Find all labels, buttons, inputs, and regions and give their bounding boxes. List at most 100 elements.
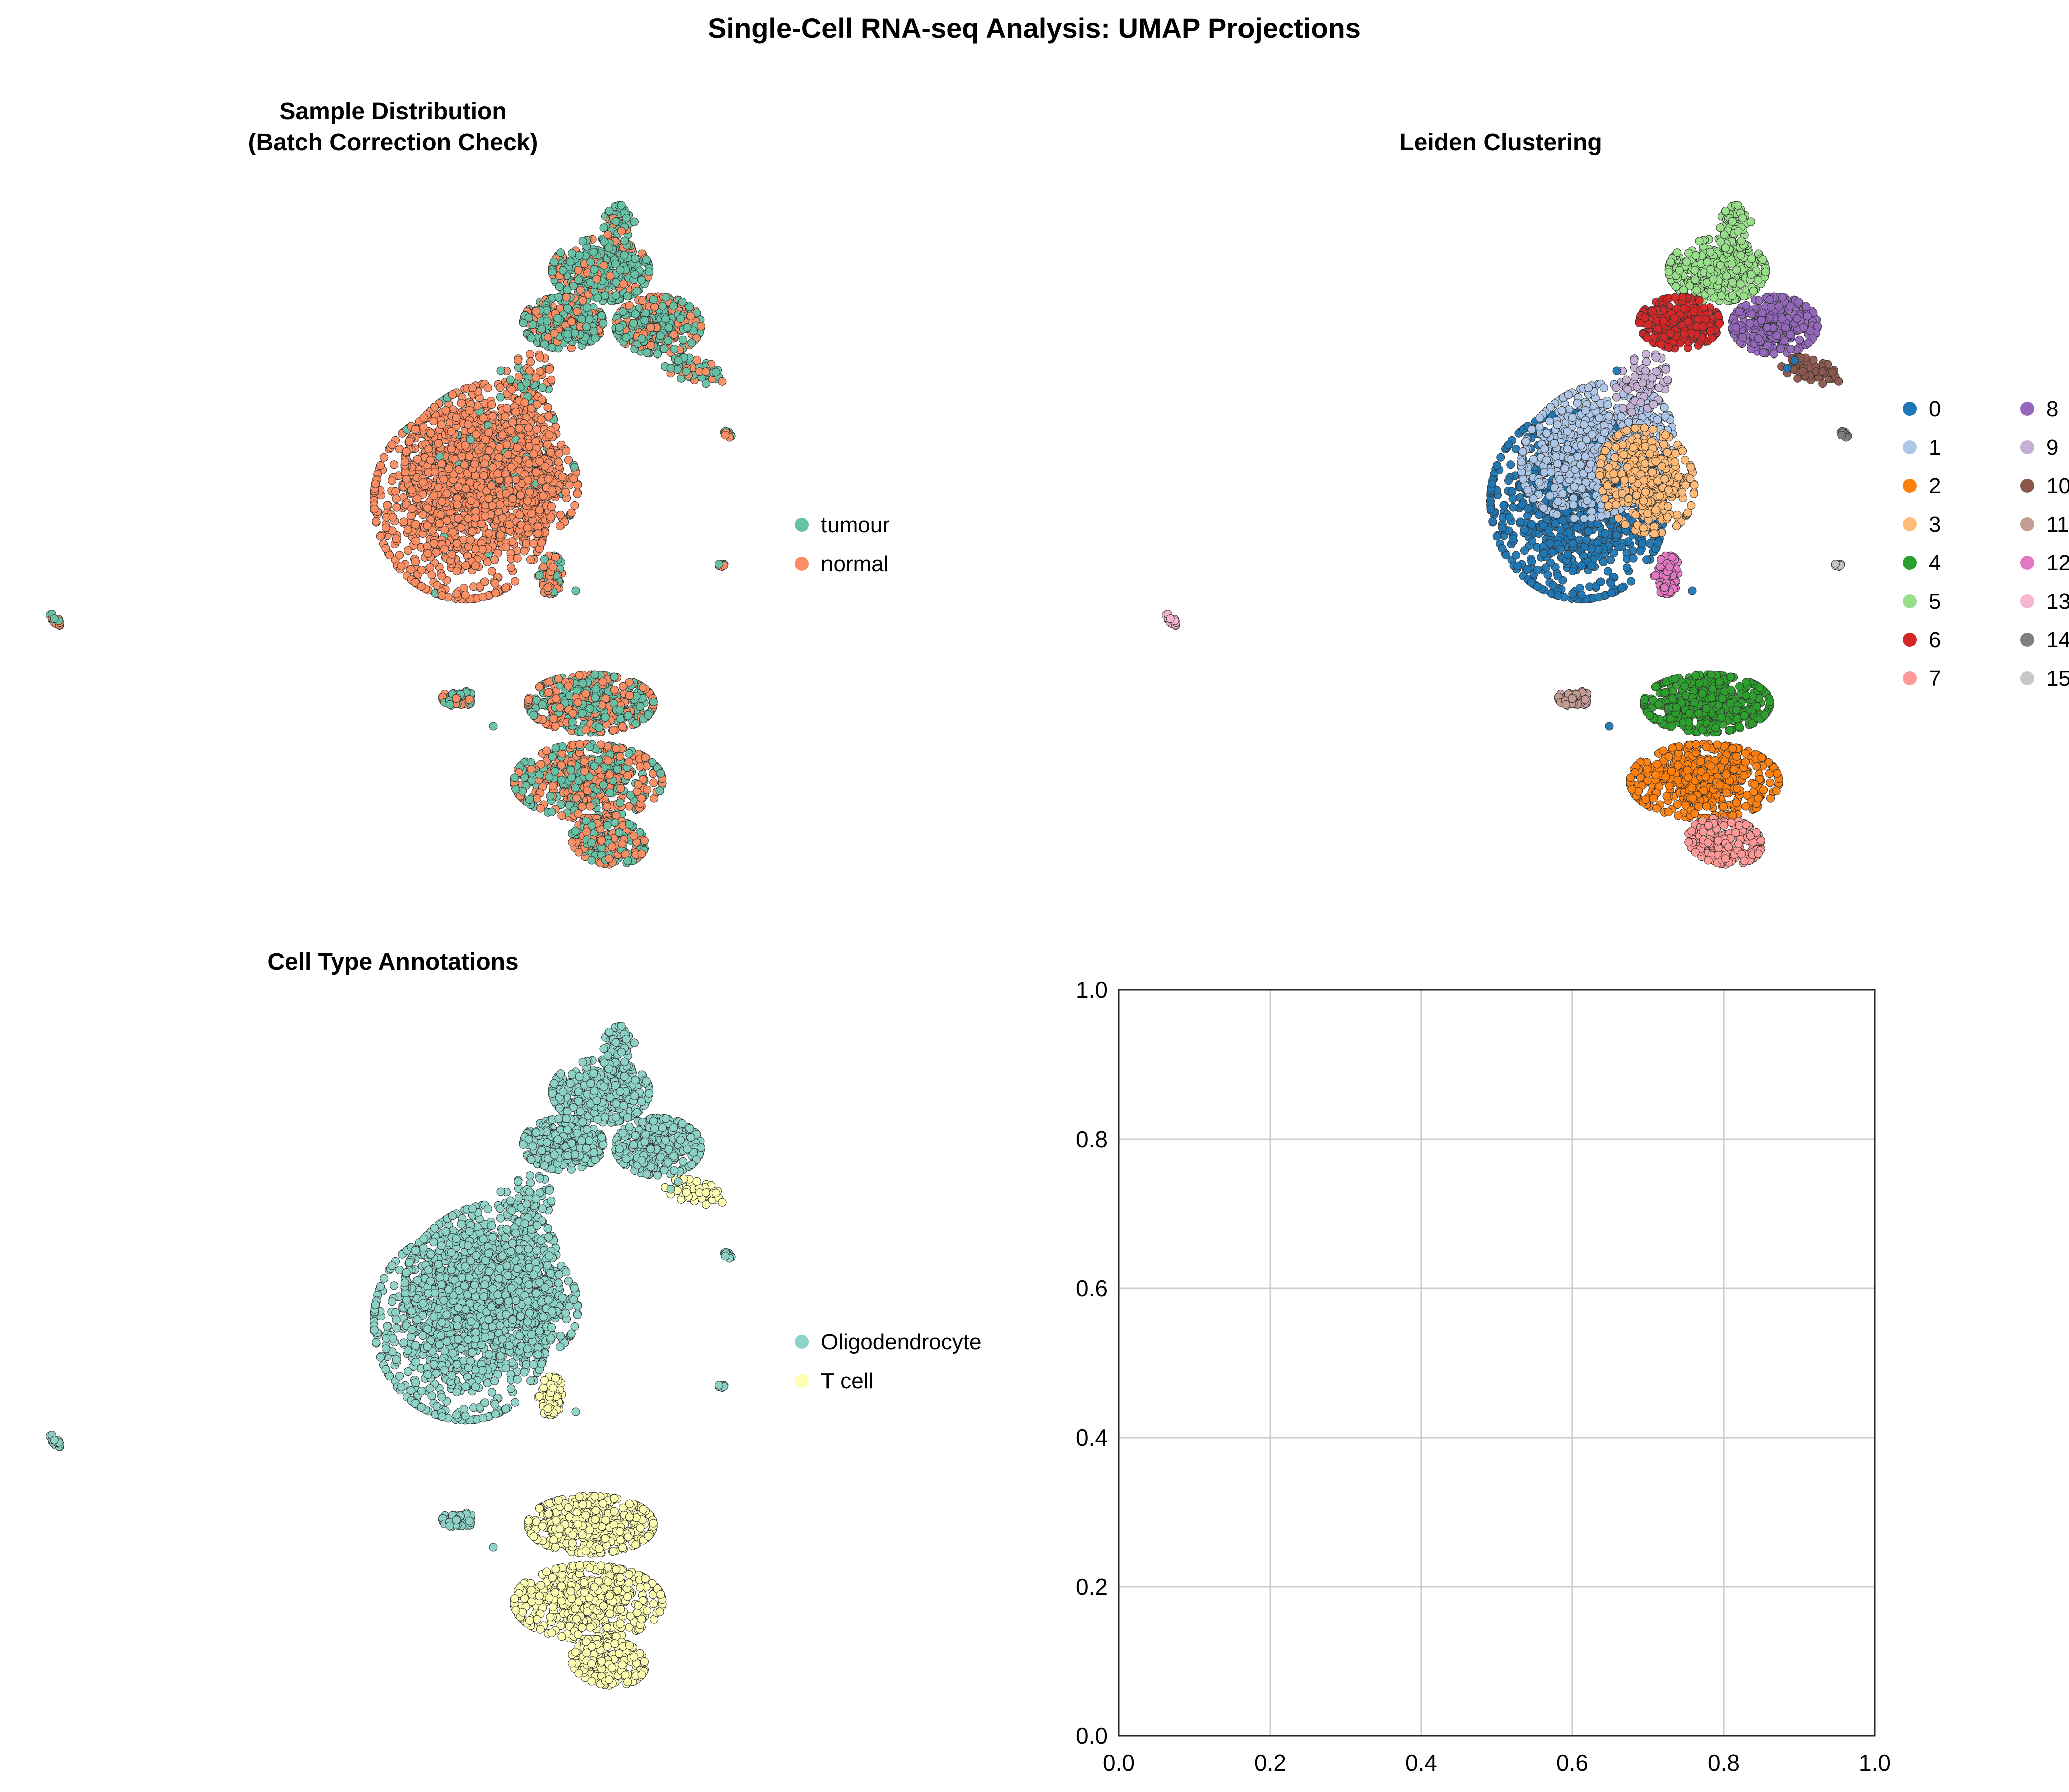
cell-point xyxy=(496,530,505,539)
cell-point xyxy=(514,372,523,381)
cell-point xyxy=(599,223,608,232)
cell-point xyxy=(471,513,480,522)
cell-point xyxy=(430,403,439,412)
cell-point xyxy=(423,521,432,530)
cell-point xyxy=(636,702,645,711)
cell-point xyxy=(426,429,435,438)
cell-point xyxy=(543,403,552,412)
cell-point xyxy=(524,695,533,704)
cell-point xyxy=(511,785,520,794)
cell-point xyxy=(604,243,613,252)
cell-point xyxy=(376,461,385,470)
cell-point xyxy=(502,404,511,413)
cell-point xyxy=(625,301,634,310)
cell-point xyxy=(566,257,575,266)
cell-point xyxy=(544,475,553,483)
cell-point xyxy=(609,726,618,735)
cell-point xyxy=(1509,503,1518,512)
cell-point xyxy=(1542,563,1551,572)
cell-point xyxy=(634,780,643,789)
cell-point xyxy=(381,544,390,553)
cell-point xyxy=(488,412,497,421)
cell-point xyxy=(429,491,438,500)
cell-point xyxy=(400,457,409,466)
cell-point xyxy=(556,248,565,257)
cell-point xyxy=(570,463,579,472)
cell-point xyxy=(587,838,596,847)
cell-point xyxy=(605,206,614,215)
cell-point xyxy=(485,529,493,538)
cell-point xyxy=(402,475,411,484)
cell-point xyxy=(565,481,574,490)
cell-point xyxy=(527,765,536,774)
cell-point xyxy=(538,700,547,709)
cell-point xyxy=(440,525,449,534)
cell-point xyxy=(419,423,428,432)
cell-point xyxy=(697,322,705,331)
cell-point xyxy=(574,809,583,818)
cell-point xyxy=(427,570,436,579)
cell-point xyxy=(606,272,615,280)
cell-point xyxy=(586,258,595,267)
cell-point xyxy=(391,487,400,496)
cell-point xyxy=(630,270,639,279)
cell-point xyxy=(575,671,584,680)
cell-point xyxy=(487,567,496,576)
cell-point xyxy=(547,375,556,384)
cell-point xyxy=(454,514,463,523)
cell-point xyxy=(664,336,673,345)
cell-point xyxy=(1513,562,1522,570)
cell-point xyxy=(1505,513,1514,522)
cell-point xyxy=(452,567,461,575)
cell-point xyxy=(535,571,544,580)
cell-point xyxy=(501,542,510,551)
cell-point xyxy=(549,714,558,723)
cell-point xyxy=(465,406,474,415)
cell-point xyxy=(574,848,583,857)
cell-point xyxy=(561,488,570,497)
cell-point xyxy=(568,709,577,718)
cell-point xyxy=(578,296,587,305)
cell-point xyxy=(578,679,587,688)
cell-point xyxy=(435,452,444,461)
cell-point xyxy=(527,334,536,343)
cell-point xyxy=(413,455,422,464)
cell-point xyxy=(592,275,601,284)
cell-point xyxy=(568,718,577,727)
cell-point xyxy=(461,484,470,493)
cell-point xyxy=(487,481,496,490)
cell-point xyxy=(452,413,461,422)
cell-point xyxy=(564,682,573,691)
cell-point xyxy=(383,501,392,510)
cell-point xyxy=(547,807,556,816)
cell-point xyxy=(429,417,438,426)
cell-point xyxy=(524,423,533,432)
cell-point xyxy=(535,352,544,362)
cell-point xyxy=(507,463,516,472)
cell-point xyxy=(581,689,590,698)
cell-point xyxy=(535,457,544,466)
scatter-points xyxy=(46,201,736,869)
cell-point xyxy=(645,267,654,276)
cell-point xyxy=(536,804,545,813)
cell-point xyxy=(549,563,557,571)
cell-point xyxy=(557,761,566,770)
cell-point xyxy=(590,265,599,274)
cell-point xyxy=(711,368,720,377)
cell-point xyxy=(620,251,629,260)
cell-point xyxy=(525,488,534,497)
cell-point xyxy=(623,856,632,865)
cell-point xyxy=(467,496,476,505)
cell-point xyxy=(399,517,408,526)
cell-point xyxy=(437,459,446,468)
cell-point xyxy=(460,460,469,469)
cell-point xyxy=(484,428,493,437)
cell-point xyxy=(439,475,448,484)
cell-point xyxy=(612,744,621,753)
cell-point xyxy=(623,292,632,301)
cell-point xyxy=(445,700,454,709)
cell-point xyxy=(520,547,529,556)
cell-point xyxy=(523,496,532,505)
